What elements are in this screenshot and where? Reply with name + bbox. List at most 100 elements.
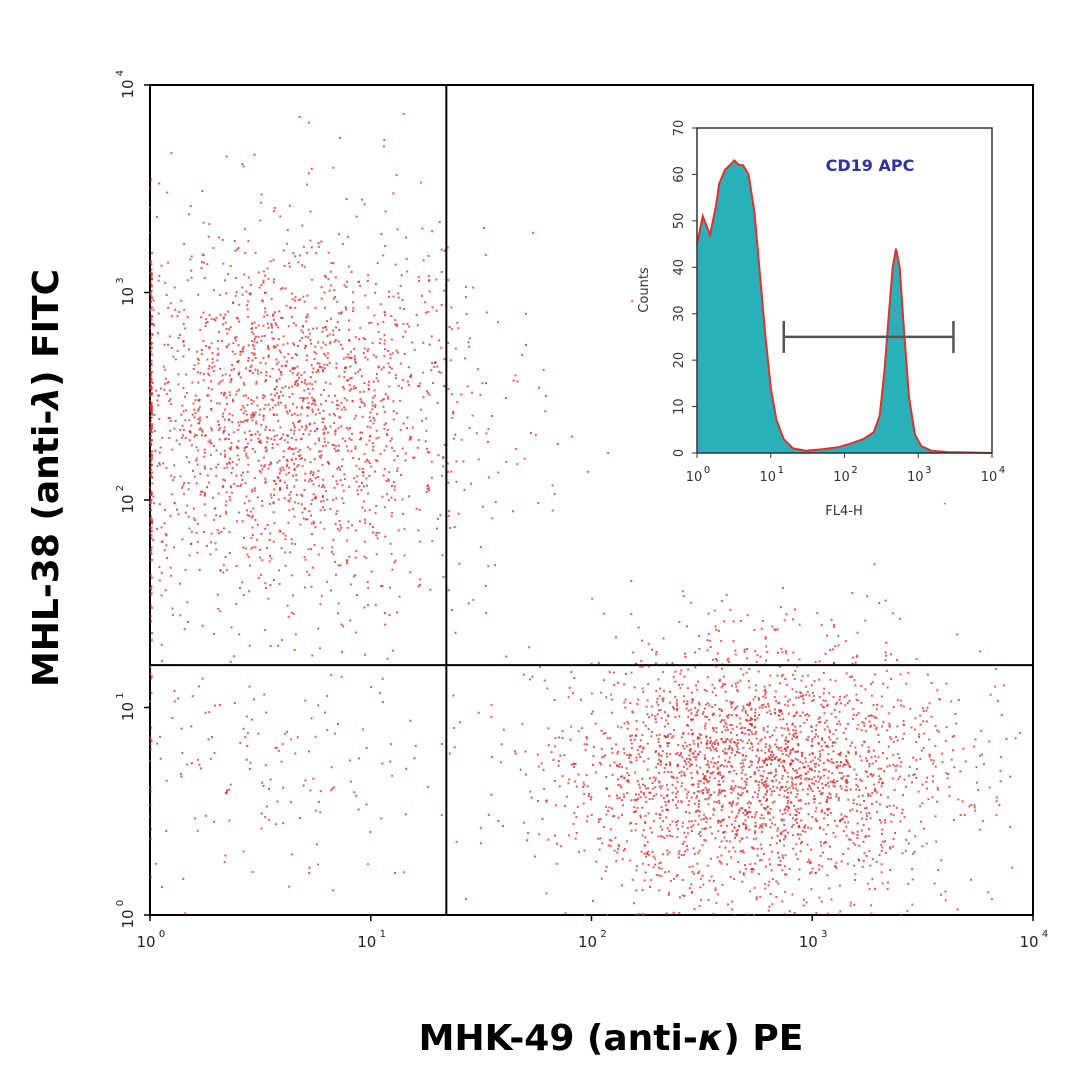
event-point (668, 891, 670, 894)
event-point (221, 239, 224, 241)
event-point (251, 526, 254, 529)
event-point (834, 645, 837, 648)
event-point (380, 817, 383, 820)
event-point (734, 649, 737, 652)
event-point (179, 614, 182, 617)
event-point (724, 751, 727, 754)
event-point (846, 775, 849, 777)
event-point (847, 722, 849, 725)
event-point (169, 566, 172, 569)
event-point (740, 766, 743, 769)
event-point (709, 741, 712, 744)
event-point (839, 752, 841, 755)
event-point (810, 730, 813, 733)
event-point (970, 878, 972, 881)
event-point (718, 714, 721, 717)
event-point (264, 815, 267, 818)
event-point (151, 455, 153, 458)
event-point (784, 836, 787, 839)
event-point (246, 456, 249, 459)
event-point (276, 443, 279, 446)
event-point (851, 831, 854, 834)
event-point (347, 428, 350, 431)
event-point (468, 427, 471, 429)
event-point (183, 492, 186, 495)
event-point (365, 477, 368, 480)
event-point (351, 400, 354, 403)
event-point (359, 285, 362, 287)
event-point (151, 476, 154, 479)
event-point (808, 784, 811, 787)
event-point (203, 451, 206, 454)
event-point (764, 637, 767, 640)
event-point (691, 865, 694, 868)
event-point (883, 821, 886, 824)
event-point (199, 472, 202, 475)
event-point (348, 485, 351, 488)
event-point (954, 713, 957, 715)
event-point (372, 396, 375, 399)
event-point (744, 864, 746, 867)
event-point (826, 703, 829, 706)
event-point (683, 840, 686, 843)
event-point (374, 603, 377, 606)
event-point (763, 807, 766, 809)
event-point (907, 882, 910, 885)
event-point (668, 761, 671, 764)
event-point (153, 414, 156, 417)
event-point (294, 633, 297, 636)
event-point (642, 829, 645, 832)
event-point (246, 732, 249, 735)
event-point (748, 729, 751, 731)
event-point (208, 223, 211, 226)
event-point (611, 773, 614, 776)
event-point (276, 344, 279, 347)
event-point (988, 740, 991, 743)
event-point (832, 784, 835, 787)
event-point (424, 311, 427, 314)
event-point (260, 339, 263, 342)
event-point (150, 585, 153, 588)
event-point (389, 760, 392, 763)
event-point (715, 801, 718, 804)
event-point (871, 681, 874, 684)
event-point (593, 746, 595, 749)
event-point (499, 761, 502, 764)
event-point (292, 452, 295, 455)
event-point (765, 799, 768, 802)
event-point (364, 294, 367, 297)
event-point (341, 497, 344, 500)
event-point (560, 845, 563, 848)
event-point (698, 870, 701, 873)
event-point (458, 721, 461, 724)
event-point (714, 740, 716, 743)
event-point (718, 755, 721, 758)
event-point (350, 583, 353, 586)
event-point (684, 741, 687, 744)
event-point (713, 748, 716, 751)
event-point (756, 766, 758, 769)
event-point (900, 704, 902, 707)
event-point (210, 342, 213, 345)
event-point (709, 772, 712, 775)
event-point (844, 780, 847, 783)
event-point (242, 406, 245, 409)
event-point (775, 779, 778, 782)
event-point (871, 858, 874, 861)
event-point (728, 713, 730, 716)
event-point (786, 788, 789, 791)
event-point (702, 773, 705, 776)
event-point (349, 377, 352, 380)
event-point (821, 739, 824, 741)
event-point (224, 321, 227, 324)
event-point (332, 553, 335, 556)
event-point (229, 462, 231, 465)
event-point (864, 688, 867, 691)
event-point (196, 357, 199, 360)
event-point (716, 819, 719, 822)
event-point (727, 903, 729, 906)
event-point (642, 746, 645, 749)
event-point (813, 736, 816, 738)
event-point (654, 715, 657, 718)
event-point (215, 316, 218, 319)
